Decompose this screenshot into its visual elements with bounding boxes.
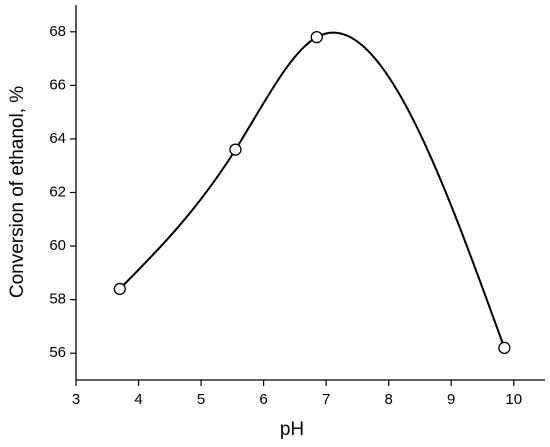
y-tick-label: 62 (49, 183, 66, 200)
y-tick-label: 56 (49, 344, 66, 361)
x-tick-label: 10 (505, 391, 522, 408)
x-tick-label: 8 (384, 391, 392, 408)
x-tick-label: 7 (322, 391, 330, 408)
x-tick-label: 4 (134, 391, 142, 408)
x-tick-label: 5 (197, 391, 205, 408)
point (229, 143, 242, 156)
x-tick-label: 3 (72, 391, 80, 408)
x-tick-label: 6 (259, 391, 267, 408)
point (113, 282, 126, 296)
x-tick-label: 9 (447, 391, 455, 408)
y-tick-label: 58 (49, 291, 66, 308)
line (119, 31, 506, 349)
y-axis-title: Conversion of ethanol, % (7, 86, 28, 298)
point (310, 30, 323, 44)
point (498, 341, 511, 355)
y-tick-label: 68 (49, 23, 66, 40)
y-tick-label: 64 (49, 130, 66, 147)
y-tick-label: 60 (49, 237, 66, 254)
y-tick-label: 66 (49, 76, 66, 93)
x-axis-title: pH (280, 419, 304, 440)
